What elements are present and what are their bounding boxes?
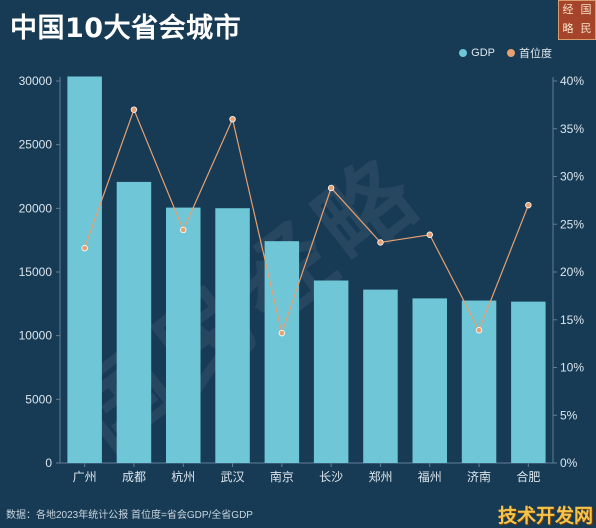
legend-item-gdp: GDP <box>459 45 495 61</box>
gdp-bar <box>215 208 250 463</box>
x-tick-label: 济南 <box>467 469 491 484</box>
y-left-tick-label: 30000 <box>19 74 53 88</box>
logo-char: 民 <box>580 22 592 35</box>
brand-logo: 经 国 略 民 <box>558 0 596 40</box>
gdp-bar <box>165 207 201 463</box>
legend-swatch-share <box>507 49 515 57</box>
y-right-tick-label: 15% <box>560 313 584 327</box>
share-point <box>475 327 483 334</box>
gdp-bar <box>116 181 152 463</box>
chart-title: 中国10大省会城市 <box>10 13 242 44</box>
data-source-note: 数据：各地2023年统计公报 首位度=省会GDP/全省GDP <box>6 510 253 521</box>
gdp-bar <box>313 280 349 463</box>
share-line <box>84 107 529 336</box>
y-right-tick-label: 25% <box>560 217 584 231</box>
share-point <box>327 184 335 192</box>
y-right-tick-label: 10% <box>560 361 584 375</box>
y-right-tick-label: 30% <box>560 170 584 184</box>
share-point <box>130 106 138 113</box>
site-watermark: 技术开发网 <box>497 505 593 527</box>
x-tick-label: 郑州 <box>368 469 392 484</box>
logo-char: 略 <box>562 22 574 35</box>
y-right-tick-label: 40% <box>560 74 584 88</box>
x-tick-label: 合肥 <box>516 469 540 484</box>
x-tick-label: 广州 <box>73 470 97 484</box>
x-tick-label: 杭州 <box>171 469 195 484</box>
y-left-tick-label: 0 <box>45 456 52 470</box>
y-left-tick-label: 20000 <box>19 201 53 215</box>
logo-char: 经 <box>562 3 574 16</box>
y-right-tick-label: 0% <box>560 456 578 470</box>
y-left-tick-label: 15000 <box>19 265 53 279</box>
x-tick-label: 武汉 <box>221 470 245 484</box>
share-point <box>426 231 433 238</box>
share-point <box>377 239 384 246</box>
x-tick-label: 成都 <box>122 470 146 484</box>
y-left-tick-label: 10000 <box>19 329 53 343</box>
gdp-bar <box>461 300 497 463</box>
gdp-bar <box>412 298 448 463</box>
gdp-bar <box>363 289 398 463</box>
logo-char: 国 <box>580 3 592 16</box>
gdp-bar <box>67 76 102 463</box>
y-left-tick-label: 25000 <box>19 138 53 152</box>
legend-item-share: 首位度 <box>507 45 552 61</box>
legend-label-share: 首位度 <box>519 48 552 60</box>
share-point <box>81 244 88 252</box>
y-right-tick-label: 5% <box>560 408 578 422</box>
y-right-tick-label: 35% <box>560 122 584 136</box>
gdp-bar <box>264 241 300 463</box>
x-tick-label: 南京 <box>270 469 294 484</box>
legend-label-gdp: GDP <box>471 47 495 59</box>
y-left-tick-label: 5000 <box>25 392 52 406</box>
chart-legend: GDP 首位度 <box>459 45 552 61</box>
share-point <box>180 226 187 234</box>
x-tick-label: 福州 <box>418 469 442 484</box>
legend-swatch-gdp <box>459 49 468 57</box>
gdp-bar <box>511 301 546 463</box>
share-point <box>525 201 532 209</box>
share-point <box>278 329 286 337</box>
x-tick-label: 长沙 <box>319 470 343 484</box>
share-point <box>229 115 236 123</box>
y-right-tick-label: 20% <box>560 265 584 279</box>
